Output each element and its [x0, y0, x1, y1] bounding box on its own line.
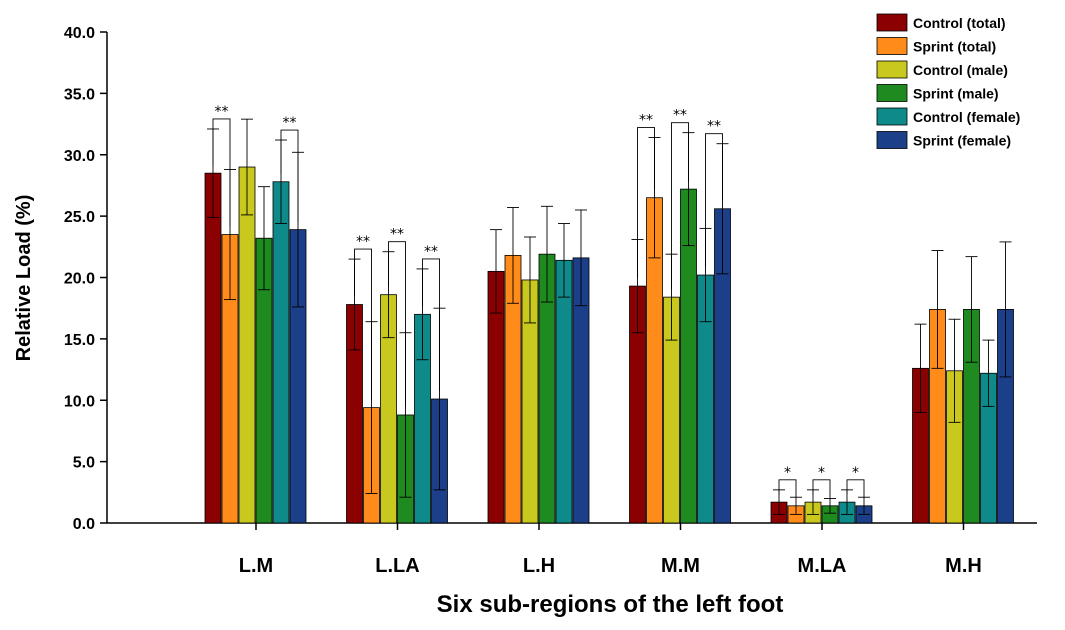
- legend-swatch: [876, 131, 908, 149]
- bars: [204, 166, 1014, 524]
- significance-label: **: [424, 244, 438, 260]
- y-tick-label: 25.0: [64, 209, 95, 226]
- significance-label: **: [707, 119, 721, 135]
- significance-label: **: [356, 234, 370, 250]
- y-tick-label: 10.0: [64, 393, 95, 410]
- significance-label: **: [215, 104, 229, 120]
- legend-swatch: [876, 37, 908, 55]
- significance-bracket: [354, 248, 372, 400]
- significance-label: **: [673, 108, 687, 124]
- x-tick-label: L.H: [523, 555, 555, 577]
- error-bars: [207, 118, 1012, 515]
- significance-bracket: [388, 241, 406, 407]
- x-tick-label: L.LA: [375, 555, 419, 577]
- significance-bracket: [812, 479, 831, 498]
- legend-label: Sprint (female): [913, 133, 1011, 149]
- legend-label: Sprint (male): [913, 86, 999, 102]
- significance-label: *: [784, 465, 791, 481]
- x-tick-label: M.LA: [798, 555, 847, 577]
- significance-label: *: [818, 465, 825, 481]
- legend-swatch: [876, 107, 908, 126]
- significance-bracket: [422, 258, 440, 392]
- y-tick-label: 5.0: [73, 455, 95, 472]
- legend-swatch: [876, 60, 908, 79]
- x-tick-label: M.M: [661, 555, 700, 577]
- y-tick-label: 20.0: [64, 271, 95, 288]
- bar: [238, 166, 256, 524]
- y-tick-label: 35.0: [64, 86, 95, 103]
- legend-swatch: [876, 84, 908, 102]
- legend: Control (total) Sprint (total) Control (ma…: [876, 13, 1020, 149]
- significance-bracket: [212, 118, 231, 227]
- significance-bracket: [280, 129, 299, 222]
- legend-swatch: [876, 13, 908, 32]
- significance-bracket: [671, 122, 689, 290]
- legend-label: Control (total): [913, 15, 1006, 31]
- bar: [204, 172, 222, 524]
- y-axis-title: Relative Load (%): [13, 195, 35, 362]
- significance-label: **: [639, 113, 653, 129]
- significance-bracket: [778, 479, 797, 498]
- significance-bracket: [705, 133, 723, 268]
- significance-label: **: [390, 227, 404, 243]
- x-axis-title: Six sub-regions of the left foot: [437, 591, 784, 618]
- legend-label: Control (male): [913, 62, 1008, 78]
- x-tick-label: L.M: [239, 555, 273, 577]
- y-tick-label: 40.0: [64, 25, 95, 42]
- bar: [272, 181, 290, 524]
- significance-bracket: [846, 479, 865, 498]
- y-tick-label: 15.0: [64, 332, 95, 349]
- legend-label: Control (female): [913, 109, 1020, 125]
- significance-bracket: [637, 127, 655, 279]
- significance-label: *: [852, 465, 859, 481]
- bar: [555, 259, 573, 524]
- y-tick-label: 30.0: [64, 148, 95, 165]
- significance-label: **: [283, 115, 297, 131]
- legend-label: Sprint (total): [913, 39, 996, 55]
- x-tick-label: M.H: [945, 555, 982, 577]
- axes: 0.0 5.0 10.0 15.0 20.0 25.0 30.0 35.0 40.0 L.M L.L…: [64, 25, 1037, 577]
- y-tick-label: 0.0: [73, 516, 95, 533]
- significance-brackets: ****** ****** ***** * *: [212, 104, 865, 498]
